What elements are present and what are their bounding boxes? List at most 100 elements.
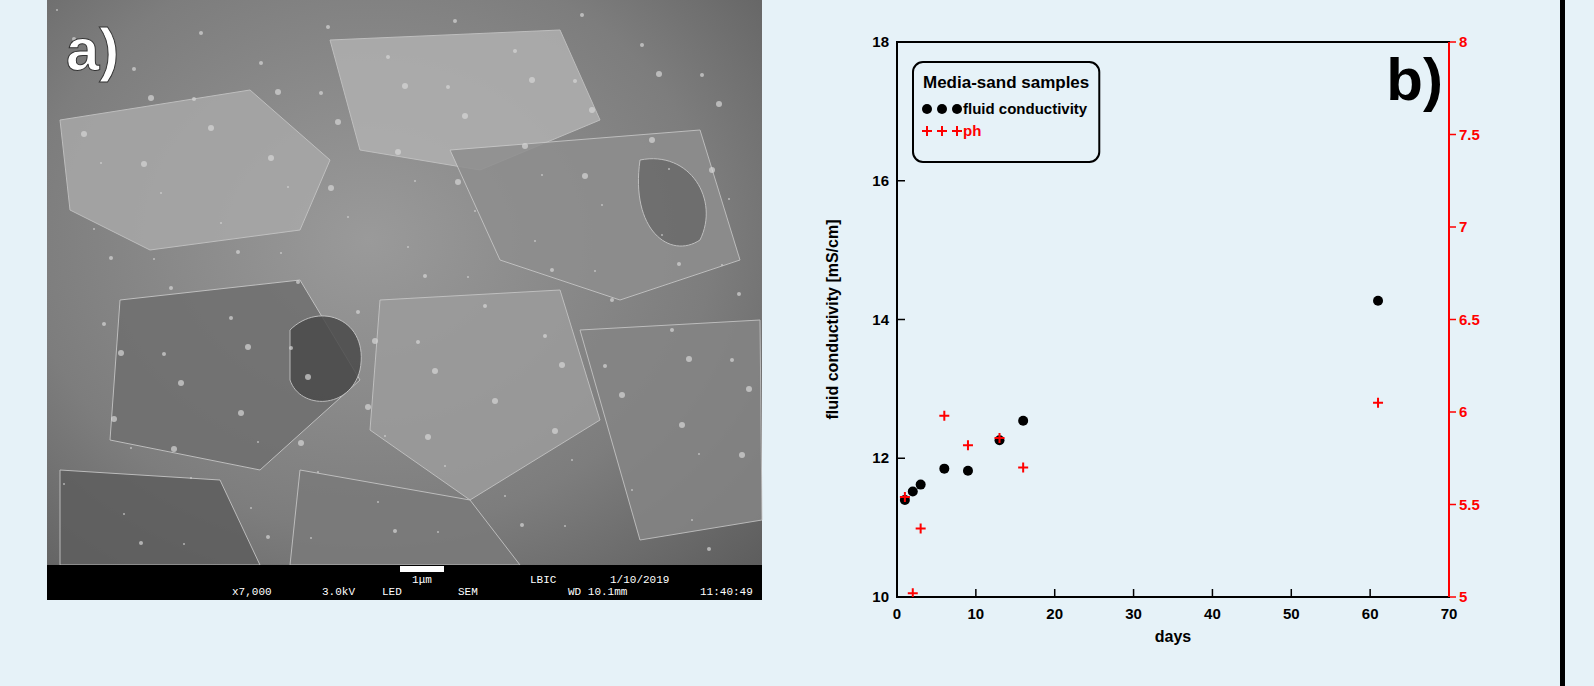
sem-speck (416, 340, 420, 344)
sem-speck (305, 374, 311, 380)
sem-texture (580, 320, 762, 540)
sem-speck (631, 489, 633, 491)
sem-footer (47, 565, 762, 600)
sem-speck (81, 131, 87, 137)
sem-speck (550, 268, 554, 272)
sem-speck (520, 523, 524, 527)
legend: Media-sand samplesfluid conductivityph (913, 62, 1099, 162)
sem-speck (453, 19, 457, 23)
sem-speck (564, 525, 566, 527)
sem-footer-text: 11:40:49 (700, 586, 753, 598)
sem-speck (691, 519, 693, 521)
x-tick-label: 20 (1046, 605, 1063, 622)
sem-speck (513, 49, 517, 53)
x-axis-title: days (1155, 628, 1192, 645)
sem-speck (730, 358, 734, 362)
sem-speck (386, 55, 390, 59)
sem-texture (450, 130, 740, 300)
sem-speck (280, 252, 282, 254)
sem-speck (402, 83, 408, 89)
sem-speck (543, 334, 547, 338)
x-tick-label: 10 (968, 605, 985, 622)
sem-speck (347, 216, 349, 218)
y-tick-label: 16 (872, 172, 889, 189)
sem-speck (220, 222, 222, 224)
sem-speck (317, 471, 319, 473)
sem-speck (287, 186, 289, 188)
sem-speck (238, 410, 244, 416)
sem-speck (377, 501, 379, 503)
sem-speck (467, 276, 469, 278)
sem-speck (109, 256, 113, 260)
sem-footer-text: 1μm (412, 574, 432, 586)
x-tick (1054, 589, 1056, 597)
sem-speck (259, 61, 263, 65)
sem-speck (446, 85, 450, 89)
sem-speck (268, 155, 274, 161)
y2-tick (1449, 41, 1456, 43)
sem-speck (594, 270, 596, 272)
sem-speck (139, 541, 143, 545)
data-point (908, 588, 918, 597)
sem-speck (522, 143, 528, 149)
y2-tick (1449, 319, 1456, 321)
plot-frame (897, 42, 1449, 597)
sem-texture (290, 316, 361, 401)
sem-speck (432, 368, 438, 374)
sem-speck (504, 495, 506, 497)
y-tick (897, 319, 905, 321)
data-point (900, 492, 910, 502)
sem-speck (619, 392, 625, 398)
sem-speck (372, 338, 378, 344)
sem-speck (245, 344, 251, 350)
x-tick (1369, 589, 1371, 597)
sem-speck (169, 286, 173, 290)
sem-speck (670, 328, 674, 332)
sem-speck (589, 107, 595, 113)
sem-speck (529, 77, 535, 83)
data-point (908, 487, 918, 497)
sem-speck (162, 352, 166, 356)
sem-speck (559, 362, 565, 368)
marks (900, 296, 1383, 597)
y2-tick (1449, 134, 1456, 136)
sem-speck (183, 543, 185, 545)
x-tick-label: 70 (1441, 605, 1458, 622)
sem-footer-text: x7,000 (232, 586, 272, 598)
sem-speck (171, 446, 177, 452)
y2-tick-label: 8 (1459, 33, 1467, 50)
sem-speck (132, 67, 136, 71)
sem-speck (100, 162, 102, 164)
sem-speck (737, 292, 741, 296)
sem-speck (199, 31, 203, 35)
axes: 010203040506070101214161855.566.577.58 (872, 33, 1480, 622)
sem-speck (721, 264, 723, 266)
sem-texture (638, 159, 706, 246)
y-tick-label: 14 (872, 311, 889, 328)
sem-speck (746, 386, 752, 392)
sem-speck (573, 79, 577, 83)
x-tick-label: 60 (1362, 605, 1379, 622)
sem-speck (414, 180, 416, 182)
sem-footer-text: WD 10.1mm (568, 586, 628, 598)
data-point (1018, 416, 1028, 426)
legend-marker (922, 104, 932, 114)
scale-bar (400, 566, 444, 572)
y2-tick-label: 6 (1459, 403, 1467, 420)
sem-speck (483, 304, 487, 308)
sem-speck (640, 43, 644, 47)
sem-speck (686, 356, 692, 362)
y2-tick-label: 7.5 (1459, 126, 1480, 143)
sem-speck (610, 298, 614, 302)
y2-tick (1449, 596, 1456, 598)
data-point (963, 440, 973, 450)
sem-texture (60, 470, 260, 565)
sem-speck (275, 89, 281, 95)
sem-speck (296, 280, 300, 284)
legend-marker (952, 104, 962, 114)
data-point (939, 411, 949, 421)
sem-speck (130, 447, 132, 449)
sem-speck (707, 547, 711, 551)
sem-footer-text: LED (382, 586, 402, 598)
panel-label: a) (66, 16, 119, 83)
